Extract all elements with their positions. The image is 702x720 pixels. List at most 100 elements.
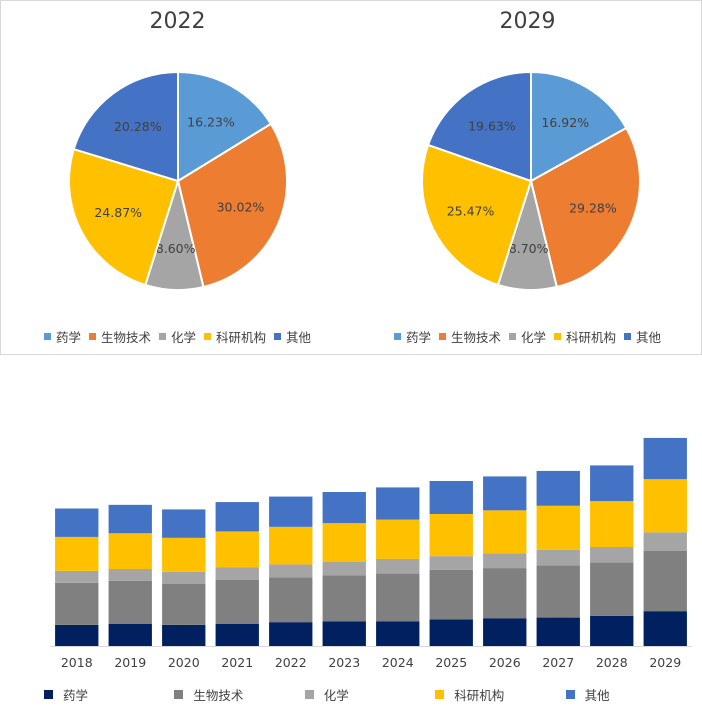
legend-item-2: 化学 [508, 327, 546, 346]
bar-segment-2021-0 [215, 624, 259, 646]
pie-panel-2022: 16.23% 30.02% 8.60% 24.87% 20.28% 2022 药学 生物技… [0, 0, 355, 355]
legend-item-4: 其他 [624, 327, 661, 346]
legend-swatch-1 [438, 333, 446, 340]
pie-data-label-4: 20.28% [114, 119, 162, 134]
x-tick-label-2023: 2023 [328, 655, 360, 670]
bar-segment-2027-2 [536, 549, 580, 566]
bar-segment-2027-0 [536, 617, 580, 646]
bar-segment-2019-3 [108, 533, 152, 569]
pie-legend-2022: 药学 生物技术 化学 科研机构 其他 [1, 327, 354, 346]
legend-item-0: 药学 [43, 327, 81, 346]
pie-data-label-3: 24.87% [94, 205, 142, 220]
bar-segment-2022-2 [269, 564, 313, 578]
bar-segment-2024-4 [376, 487, 420, 520]
pie-title-2029: 2029 [499, 9, 556, 34]
legend-item-4: 其他 [274, 327, 311, 346]
bar-segment-2026-1 [483, 568, 527, 619]
bar-segment-2028-0 [590, 615, 634, 646]
bar-segment-2020-3 [162, 537, 206, 572]
bar-legend-swatch-3 [435, 690, 445, 699]
pie-slice-1 [176, 122, 288, 289]
bar-segment-2023-0 [322, 621, 366, 646]
bar-segment-2025-4 [429, 481, 473, 514]
bar-segment-2020-2 [162, 571, 206, 584]
bar-segment-2020-4 [162, 509, 206, 538]
bar-segment-2021-4 [215, 502, 259, 532]
x-tick-label-2029: 2029 [649, 655, 681, 670]
legend-swatch-0 [393, 333, 401, 340]
bar-segment-2018-0 [55, 624, 99, 646]
bar-segment-2027-4 [536, 470, 580, 506]
x-tick-label-2028: 2028 [596, 655, 628, 670]
stacked-bar-panel: 2018 2019 2020 2021 2022 2023 2024 2025 2026 2027… [0, 380, 702, 720]
pie-title-2022: 2022 [149, 9, 206, 34]
bar-legend-swatch-0 [44, 690, 53, 699]
bar-segment-2028-3 [590, 501, 634, 547]
pie-slice-4 [72, 70, 179, 183]
bar-legend-swatch-1 [174, 690, 184, 699]
bar-segment-2018-4 [55, 508, 99, 537]
bar-legend-label-1: 生物技术 [193, 688, 244, 703]
bar-segment-2018-1 [55, 582, 99, 625]
pie-chart-2022: 16.23% 30.02% 8.60% 24.87% 20.28% [68, 70, 288, 291]
bar-segment-2029-3 [643, 479, 687, 533]
bar-segment-2029-2 [643, 532, 687, 551]
pie-slice-0 [530, 70, 628, 183]
bar-segment-2024-0 [376, 621, 420, 646]
x-tick-label-2025: 2025 [435, 655, 467, 670]
pie-panel-2029: 16.92% 29.28% 8.70% 25.47% 19.63% 2029 药学 生物技… [354, 0, 702, 355]
bar-segment-2028-1 [590, 562, 634, 616]
legend-item-2: 化学 [158, 327, 196, 346]
bar-segment-2022-1 [269, 577, 313, 623]
legend-label-4: 其他 [286, 330, 312, 345]
bar-segment-2022-3 [269, 526, 313, 565]
pie-data-label-0: 16.23% [187, 115, 235, 130]
bar-legend-swatch-2 [304, 690, 314, 699]
pie-legend-2029: 药学 生物技术 化学 科研机构 其他 [354, 327, 701, 346]
bar-segment-2024-1 [376, 573, 420, 622]
legend-label-3: 科研机构 [216, 330, 267, 345]
bar-legend-label-4: 其他 [584, 688, 610, 703]
legend-label-0: 药学 [55, 330, 81, 345]
stacked-bar-chart: 2018 2019 2020 2021 2022 2023 2024 2025 2026 2027… [50, 437, 692, 670]
bar-segment-2022-4 [269, 496, 313, 527]
x-tick-label-2024: 2024 [382, 655, 414, 670]
legend-swatch-2 [158, 333, 166, 340]
bar-segment-2026-2 [483, 553, 527, 569]
bar-segment-2021-1 [215, 580, 259, 624]
pie-slice-3 [421, 143, 533, 287]
bar-segment-2024-2 [376, 558, 420, 574]
bar-segment-2028-4 [590, 465, 634, 502]
bar-segment-2026-4 [483, 476, 527, 511]
bar-legend-label-2: 化学 [323, 688, 349, 703]
legend-label-3: 科研机构 [566, 330, 617, 345]
x-tick-label-2020: 2020 [168, 655, 200, 670]
x-tick-label-2026: 2026 [489, 655, 521, 670]
bar-segment-2026-3 [483, 510, 527, 554]
legend-swatch-2 [508, 333, 516, 340]
legend-label-4: 其他 [636, 330, 662, 345]
bar-segment-2019-0 [108, 624, 152, 646]
bar-legend-swatch-4 [565, 690, 575, 699]
x-tick-label-2027: 2027 [542, 655, 574, 670]
bar-segment-2029-1 [643, 550, 687, 612]
bar-legend-item-3: 科研机构 [435, 685, 504, 704]
bar-segment-2023-4 [322, 492, 366, 524]
pie-slice-4 [426, 70, 532, 183]
x-tick-label-2021: 2021 [221, 655, 253, 670]
bar-segment-2029-0 [643, 611, 687, 646]
bar-segment-2023-3 [322, 523, 366, 562]
pie-data-label-2: 8.70% [509, 241, 549, 256]
bar-legend-label-0: 药学 [63, 688, 89, 703]
bar-segment-2026-0 [483, 618, 527, 646]
bar-legend-label-3: 科研机构 [454, 688, 505, 703]
bar-segment-2025-2 [429, 556, 473, 570]
bar-segment-2025-0 [429, 619, 473, 646]
bar-segment-2019-4 [108, 504, 152, 534]
pie-chart-2029: 16.92% 29.28% 8.70% 25.47% 19.63% [421, 70, 641, 291]
bar-legend-item-4: 其他 [565, 685, 610, 704]
legend-item-1: 生物技术 [438, 327, 501, 346]
pie-slice-3 [68, 147, 180, 287]
bar-segment-2025-1 [429, 569, 473, 620]
x-tick-label-2018: 2018 [61, 655, 93, 670]
